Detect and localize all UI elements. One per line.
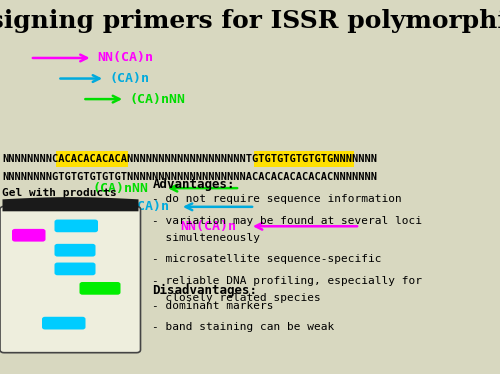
- Text: Advantages:: Advantages:: [152, 178, 235, 191]
- Bar: [254, 151, 354, 167]
- Text: - reliable DNA profiling, especially for: - reliable DNA profiling, especially for: [152, 276, 422, 286]
- Bar: [56, 151, 128, 167]
- FancyBboxPatch shape: [54, 263, 96, 275]
- Text: Designing primers for ISSR polymorphism: Designing primers for ISSR polymorphism: [0, 9, 500, 33]
- Text: - microsatellite sequence-specific: - microsatellite sequence-specific: [152, 254, 382, 264]
- FancyBboxPatch shape: [42, 317, 86, 329]
- Text: NN(CA)n: NN(CA)n: [98, 52, 154, 64]
- Text: (CA)n: (CA)n: [130, 200, 170, 213]
- FancyBboxPatch shape: [12, 229, 46, 242]
- FancyBboxPatch shape: [54, 220, 98, 232]
- Text: of different primers: of different primers: [2, 203, 138, 213]
- Text: NN(CA)n: NN(CA)n: [180, 220, 236, 233]
- Text: Disadvantages:: Disadvantages:: [152, 284, 258, 297]
- FancyBboxPatch shape: [54, 244, 96, 257]
- Text: (CA)nNN: (CA)nNN: [92, 182, 148, 194]
- Text: - dominant markers: - dominant markers: [152, 301, 274, 311]
- Text: - variation may be found at several loci: - variation may be found at several loci: [152, 216, 422, 226]
- Text: NNNNNNNNGTGTGTGTGTGTNNNNNNNNNNNNNNNNNNNACACACACACACACNNNNNNN: NNNNNNNNGTGTGTGTGTGTNNNNNNNNNNNNNNNNNNNA…: [2, 172, 378, 181]
- FancyBboxPatch shape: [0, 206, 140, 353]
- Text: (CA)n: (CA)n: [110, 72, 150, 85]
- Text: - band staining can be weak: - band staining can be weak: [152, 322, 335, 332]
- FancyBboxPatch shape: [80, 282, 120, 295]
- Text: - do not require sequence information: - do not require sequence information: [152, 194, 402, 205]
- Polygon shape: [2, 197, 138, 211]
- Text: NNNNNNNNCACACACACACANNNNNNNNNNNNNNNNNNNTGTGTGTGTGTGTGNNNNNNN: NNNNNNNNCACACACACACANNNNNNNNNNNNNNNNNNNT…: [2, 154, 378, 164]
- Text: Gel with products: Gel with products: [2, 188, 117, 198]
- Text: simulteneously: simulteneously: [152, 233, 260, 243]
- Text: closely related species: closely related species: [152, 293, 321, 303]
- Text: (CA)nNN: (CA)nNN: [130, 93, 186, 105]
